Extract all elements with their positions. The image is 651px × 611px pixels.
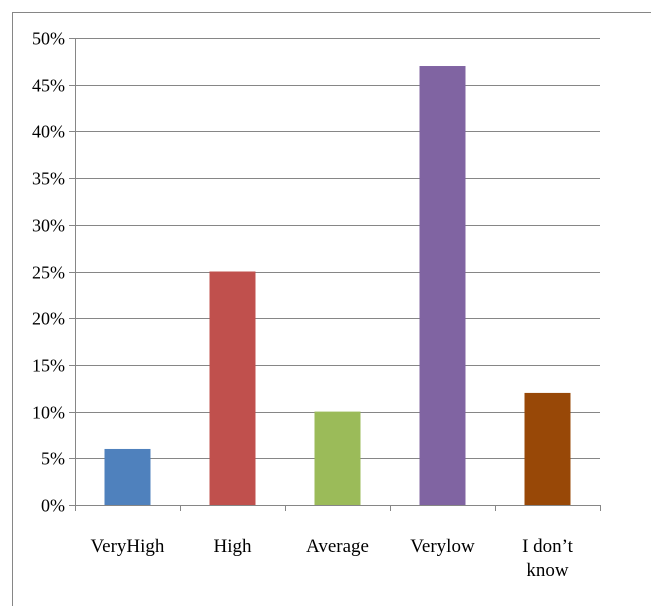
y-tick-label: 25% bbox=[32, 263, 65, 283]
x-tick-label: High bbox=[214, 536, 253, 557]
y-tick-label: 10% bbox=[32, 403, 65, 423]
y-tick-label: 5% bbox=[41, 449, 65, 469]
y-tick-label: 20% bbox=[32, 309, 65, 329]
x-tick-label: Verylow bbox=[410, 536, 475, 557]
y-tick-label: 15% bbox=[32, 356, 65, 376]
chart-border bbox=[13, 13, 651, 607]
y-tick-label: 40% bbox=[32, 122, 65, 142]
bar-veryhigh bbox=[105, 449, 151, 505]
bar-high bbox=[210, 272, 256, 506]
y-tick-label: 35% bbox=[32, 169, 65, 189]
bar-i-don-t-know bbox=[525, 393, 571, 505]
y-tick-label: 50% bbox=[32, 29, 65, 49]
x-tick-label: Average bbox=[306, 536, 369, 557]
y-tick-label: 30% bbox=[32, 216, 65, 236]
y-tick-label: 45% bbox=[32, 76, 65, 96]
y-tick-label: 0% bbox=[41, 496, 65, 516]
bar-verylow bbox=[420, 66, 466, 505]
bar-average bbox=[315, 412, 361, 505]
x-tick-label: VeryHigh bbox=[91, 536, 165, 557]
